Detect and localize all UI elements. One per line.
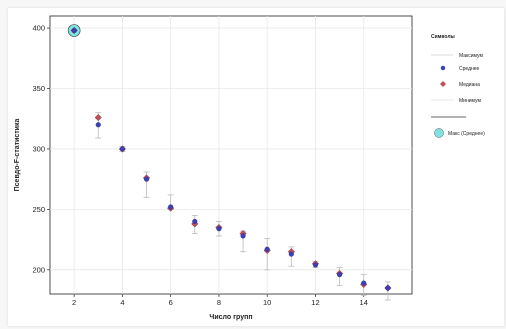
legend-item-label: Минимум [459, 98, 481, 104]
mean-point [337, 272, 343, 278]
x-tick-label: 4 [120, 298, 124, 307]
median-point [94, 113, 102, 122]
mean-point [192, 218, 198, 225]
y-tick-label: 300 [32, 144, 45, 153]
legend-item-label: Медиана [459, 82, 480, 88]
legend-max-mean-swatch [434, 128, 444, 138]
chart-panel: 200 250 300 350 400 2 4 6 8 10 12 14 Число групп Псев… [8, 8, 504, 326]
x-tick-label: 14 [360, 298, 368, 307]
mean-point [71, 27, 77, 34]
legend-median-swatch [440, 81, 446, 87]
y-tick-label: 250 [32, 205, 45, 214]
x-axis-title: Число групп [209, 314, 252, 321]
x-tick-label: 10 [263, 298, 271, 307]
mean-point [216, 226, 222, 232]
y-tick-label: 400 [32, 24, 45, 33]
mean-point [168, 204, 174, 210]
x-tick-label: 12 [311, 298, 319, 307]
mean-point [95, 122, 101, 128]
y-tick-label: 350 [32, 84, 45, 93]
y-tick-label: 200 [32, 265, 45, 274]
mean-point [361, 280, 367, 286]
mean-point [385, 285, 391, 291]
mean-point [143, 176, 150, 182]
x-tick-label: 6 [169, 298, 173, 307]
mean-point [288, 251, 294, 257]
mean-point [119, 146, 125, 152]
x-tick-label: 2 [72, 298, 76, 307]
y-axis-title: Псевдо-F-статистика [14, 119, 21, 192]
chart: 200 250 300 350 400 2 4 6 8 10 12 14 Число групп Псев… [14, 15, 485, 321]
legend-item-label: Среднее [459, 66, 480, 72]
mean-point [264, 246, 270, 252]
legend-title: Символы [431, 34, 455, 40]
mean-point [312, 262, 319, 268]
plot-area [49, 15, 413, 295]
x-tick-label: 8 [217, 298, 221, 307]
legend-item-label: Максимум [459, 53, 483, 59]
mean-point [240, 233, 246, 239]
legend-item-label: Макс (Среднее) [448, 131, 485, 137]
legend-mean-swatch [440, 65, 446, 71]
